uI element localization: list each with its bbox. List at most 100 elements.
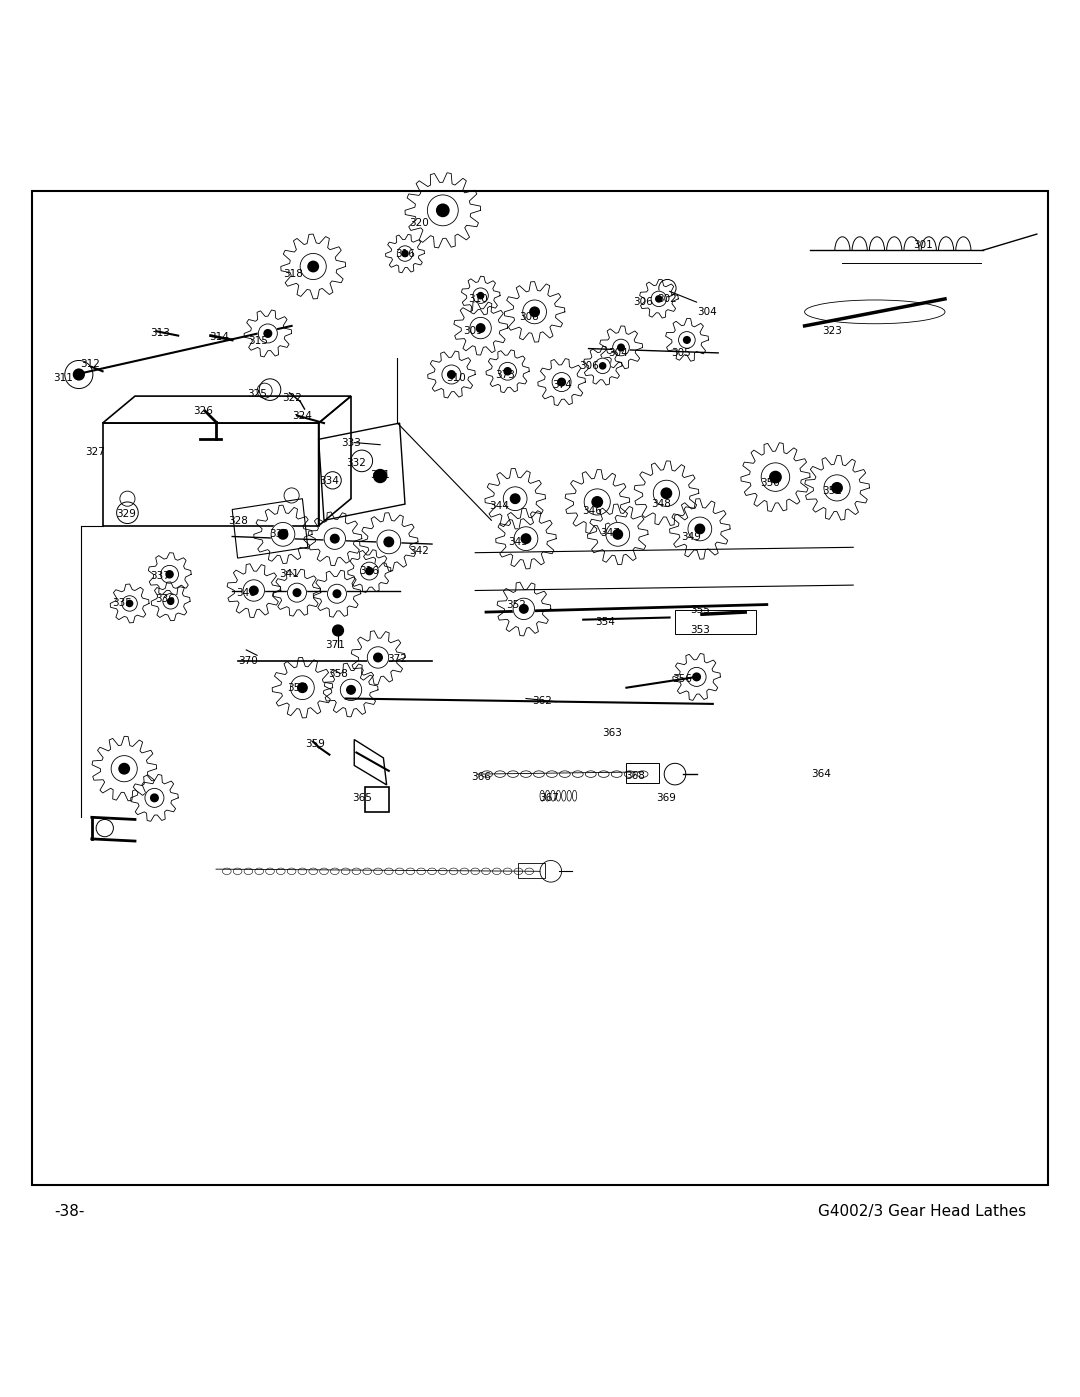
Circle shape xyxy=(473,288,488,303)
Text: G4002/3 Gear Head Lathes: G4002/3 Gear Head Lathes xyxy=(818,1204,1026,1220)
Circle shape xyxy=(606,522,630,546)
Text: 369: 369 xyxy=(657,793,676,803)
Circle shape xyxy=(523,300,546,324)
Circle shape xyxy=(447,370,456,379)
Circle shape xyxy=(330,535,339,543)
Bar xyxy=(103,423,319,525)
Text: 373: 373 xyxy=(496,369,515,380)
Text: 359: 359 xyxy=(306,739,325,749)
Text: 367: 367 xyxy=(539,793,558,803)
Circle shape xyxy=(122,595,137,610)
Text: 350: 350 xyxy=(760,478,780,488)
Text: 358: 358 xyxy=(328,669,348,679)
Text: 326: 326 xyxy=(193,407,213,416)
Text: 302: 302 xyxy=(658,293,677,305)
Circle shape xyxy=(111,756,137,782)
Circle shape xyxy=(584,489,610,515)
Text: 352: 352 xyxy=(507,599,526,609)
Circle shape xyxy=(308,261,319,272)
Circle shape xyxy=(271,522,295,546)
Text: 328: 328 xyxy=(228,517,247,527)
Text: 331: 331 xyxy=(370,469,390,481)
Circle shape xyxy=(514,527,538,550)
Circle shape xyxy=(511,495,519,503)
Bar xyxy=(675,610,756,634)
Circle shape xyxy=(367,647,389,668)
Circle shape xyxy=(397,246,413,261)
Circle shape xyxy=(119,764,130,774)
Circle shape xyxy=(612,339,630,356)
Circle shape xyxy=(503,486,527,510)
Text: 342: 342 xyxy=(409,546,429,556)
Circle shape xyxy=(327,584,347,604)
Circle shape xyxy=(653,481,679,506)
Circle shape xyxy=(243,580,265,601)
Text: 346: 346 xyxy=(582,506,602,515)
Text: 318: 318 xyxy=(283,270,302,279)
Circle shape xyxy=(684,337,690,344)
Circle shape xyxy=(167,598,174,605)
Text: 314: 314 xyxy=(210,331,229,342)
Circle shape xyxy=(595,358,610,373)
Text: 345: 345 xyxy=(509,536,528,546)
Bar xyxy=(626,763,659,782)
Text: 316: 316 xyxy=(395,249,415,258)
Circle shape xyxy=(374,469,387,482)
Circle shape xyxy=(361,562,378,580)
Text: 306: 306 xyxy=(633,298,652,307)
Circle shape xyxy=(324,528,346,549)
Text: 315: 315 xyxy=(248,337,268,346)
Circle shape xyxy=(291,676,314,700)
Text: 325: 325 xyxy=(247,388,267,400)
Text: 304: 304 xyxy=(698,307,717,317)
Circle shape xyxy=(477,292,484,299)
Text: 310: 310 xyxy=(446,373,465,383)
Text: 372: 372 xyxy=(388,654,407,664)
Text: 308: 308 xyxy=(519,313,539,323)
Text: 337: 337 xyxy=(150,571,170,581)
Text: 330: 330 xyxy=(269,529,288,539)
Text: 333: 333 xyxy=(341,437,361,447)
Text: 309: 309 xyxy=(463,327,483,337)
Text: 341: 341 xyxy=(280,570,299,580)
Circle shape xyxy=(402,250,408,257)
Text: 374: 374 xyxy=(552,380,571,390)
Circle shape xyxy=(374,654,382,662)
Text: 336: 336 xyxy=(156,594,175,604)
Bar xyxy=(518,863,545,877)
Circle shape xyxy=(298,683,307,693)
Circle shape xyxy=(377,529,401,553)
Text: 356: 356 xyxy=(673,675,692,685)
Text: 322: 322 xyxy=(282,394,301,404)
Text: 329: 329 xyxy=(117,509,136,518)
Circle shape xyxy=(249,587,258,595)
Text: 368: 368 xyxy=(625,771,645,781)
Circle shape xyxy=(678,331,696,348)
Circle shape xyxy=(832,483,842,493)
Text: 332: 332 xyxy=(347,458,366,468)
Circle shape xyxy=(442,365,461,384)
Text: 347: 347 xyxy=(600,528,620,538)
Circle shape xyxy=(513,598,535,619)
Circle shape xyxy=(279,529,287,539)
Text: 363: 363 xyxy=(603,728,622,738)
Text: 364: 364 xyxy=(811,770,831,780)
Circle shape xyxy=(519,605,528,613)
Text: 313: 313 xyxy=(150,328,170,338)
Circle shape xyxy=(761,462,789,492)
Circle shape xyxy=(661,488,672,499)
Text: 335: 335 xyxy=(112,598,132,609)
Circle shape xyxy=(613,529,622,539)
Text: 366: 366 xyxy=(471,773,490,782)
Text: 357: 357 xyxy=(287,683,307,693)
Text: 365: 365 xyxy=(352,793,372,803)
Text: 324: 324 xyxy=(293,411,312,420)
Text: 312: 312 xyxy=(80,359,99,369)
Circle shape xyxy=(692,673,701,680)
Circle shape xyxy=(333,590,341,598)
Text: 354: 354 xyxy=(595,617,615,627)
Circle shape xyxy=(599,363,606,369)
Circle shape xyxy=(428,196,458,226)
Circle shape xyxy=(287,583,307,602)
Text: 340: 340 xyxy=(237,588,256,598)
